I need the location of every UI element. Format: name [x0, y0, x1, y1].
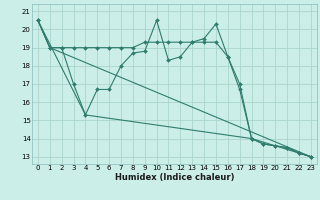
X-axis label: Humidex (Indice chaleur): Humidex (Indice chaleur)	[115, 173, 234, 182]
